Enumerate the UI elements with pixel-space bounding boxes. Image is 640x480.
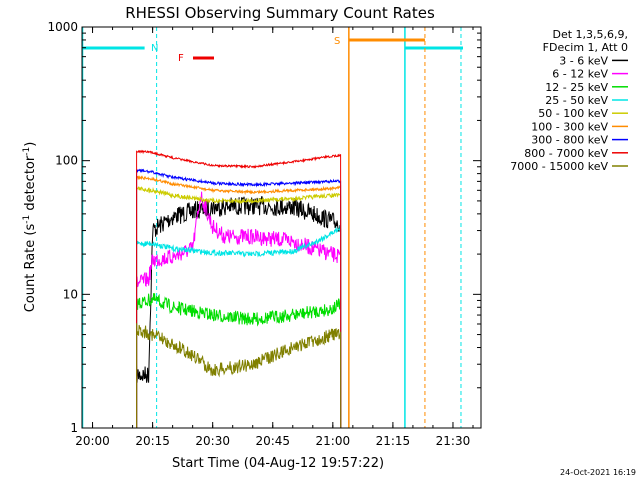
y-tick-label: 1000 (47, 20, 78, 34)
plot-timestamp: 24-Oct-2021 16:19 (560, 468, 636, 477)
legend-header: FDecim 1, Att 0 (543, 41, 628, 54)
legend-header: Det 1,3,5,6,9, (552, 28, 628, 41)
plot-frame (81, 26, 482, 429)
annotation-s: S (334, 36, 340, 47)
y-axis-label: Count Rate (s-1 detector-1) (22, 142, 38, 313)
legend-label: 50 - 100 keV (538, 107, 608, 120)
x-tick-label: 20:15 (135, 434, 170, 448)
series-line (136, 186, 342, 429)
annotation-f: F (178, 53, 184, 64)
legend: Det 1,3,5,6,9,FDecim 1, Att 03 - 6 keV6 … (510, 28, 628, 173)
legend-label: 12 - 25 keV (545, 81, 608, 94)
legend-label: 800 - 7000 keV (524, 147, 608, 160)
legend-label: 7000 - 15000 keV (510, 160, 608, 173)
series-line (136, 224, 342, 429)
series-line (136, 196, 342, 429)
series-line (136, 168, 342, 429)
x-tick-label: 21:15 (376, 434, 411, 448)
series-line (136, 175, 342, 429)
series-line (136, 293, 342, 429)
x-axis-label: Start Time (04-Aug-12 19:57:22) (172, 456, 384, 471)
x-tick-label: 21:30 (436, 434, 471, 448)
series-line (136, 191, 342, 429)
series-line (136, 149, 342, 429)
x-tick-label: 20:45 (255, 434, 290, 448)
y-tick-label: 10 (63, 287, 78, 301)
legend-label: 300 - 800 keV (531, 134, 608, 147)
series-line (136, 323, 342, 429)
y-tick-label: 100 (55, 154, 78, 168)
y-tick-label: 1 (70, 421, 78, 435)
legend-label: 25 - 50 keV (545, 94, 608, 107)
chart-title: RHESSI Observing Summary Count Rates (125, 4, 435, 22)
x-tick-label: 21:00 (316, 434, 351, 448)
x-tick-label: 20:30 (195, 434, 230, 448)
legend-label: 6 - 12 keV (552, 68, 608, 81)
legend-label: 100 - 300 keV (531, 120, 608, 133)
plot-area: N F S (81, 27, 463, 429)
axes: 20:00 20:15 20:30 20:45 21:00 21:15 21:30 1 10 10… (47, 20, 481, 448)
x-tick-label: 20:00 (75, 434, 110, 448)
annotation-n: N (151, 43, 158, 54)
legend-label: 3 - 6 keV (559, 54, 608, 67)
